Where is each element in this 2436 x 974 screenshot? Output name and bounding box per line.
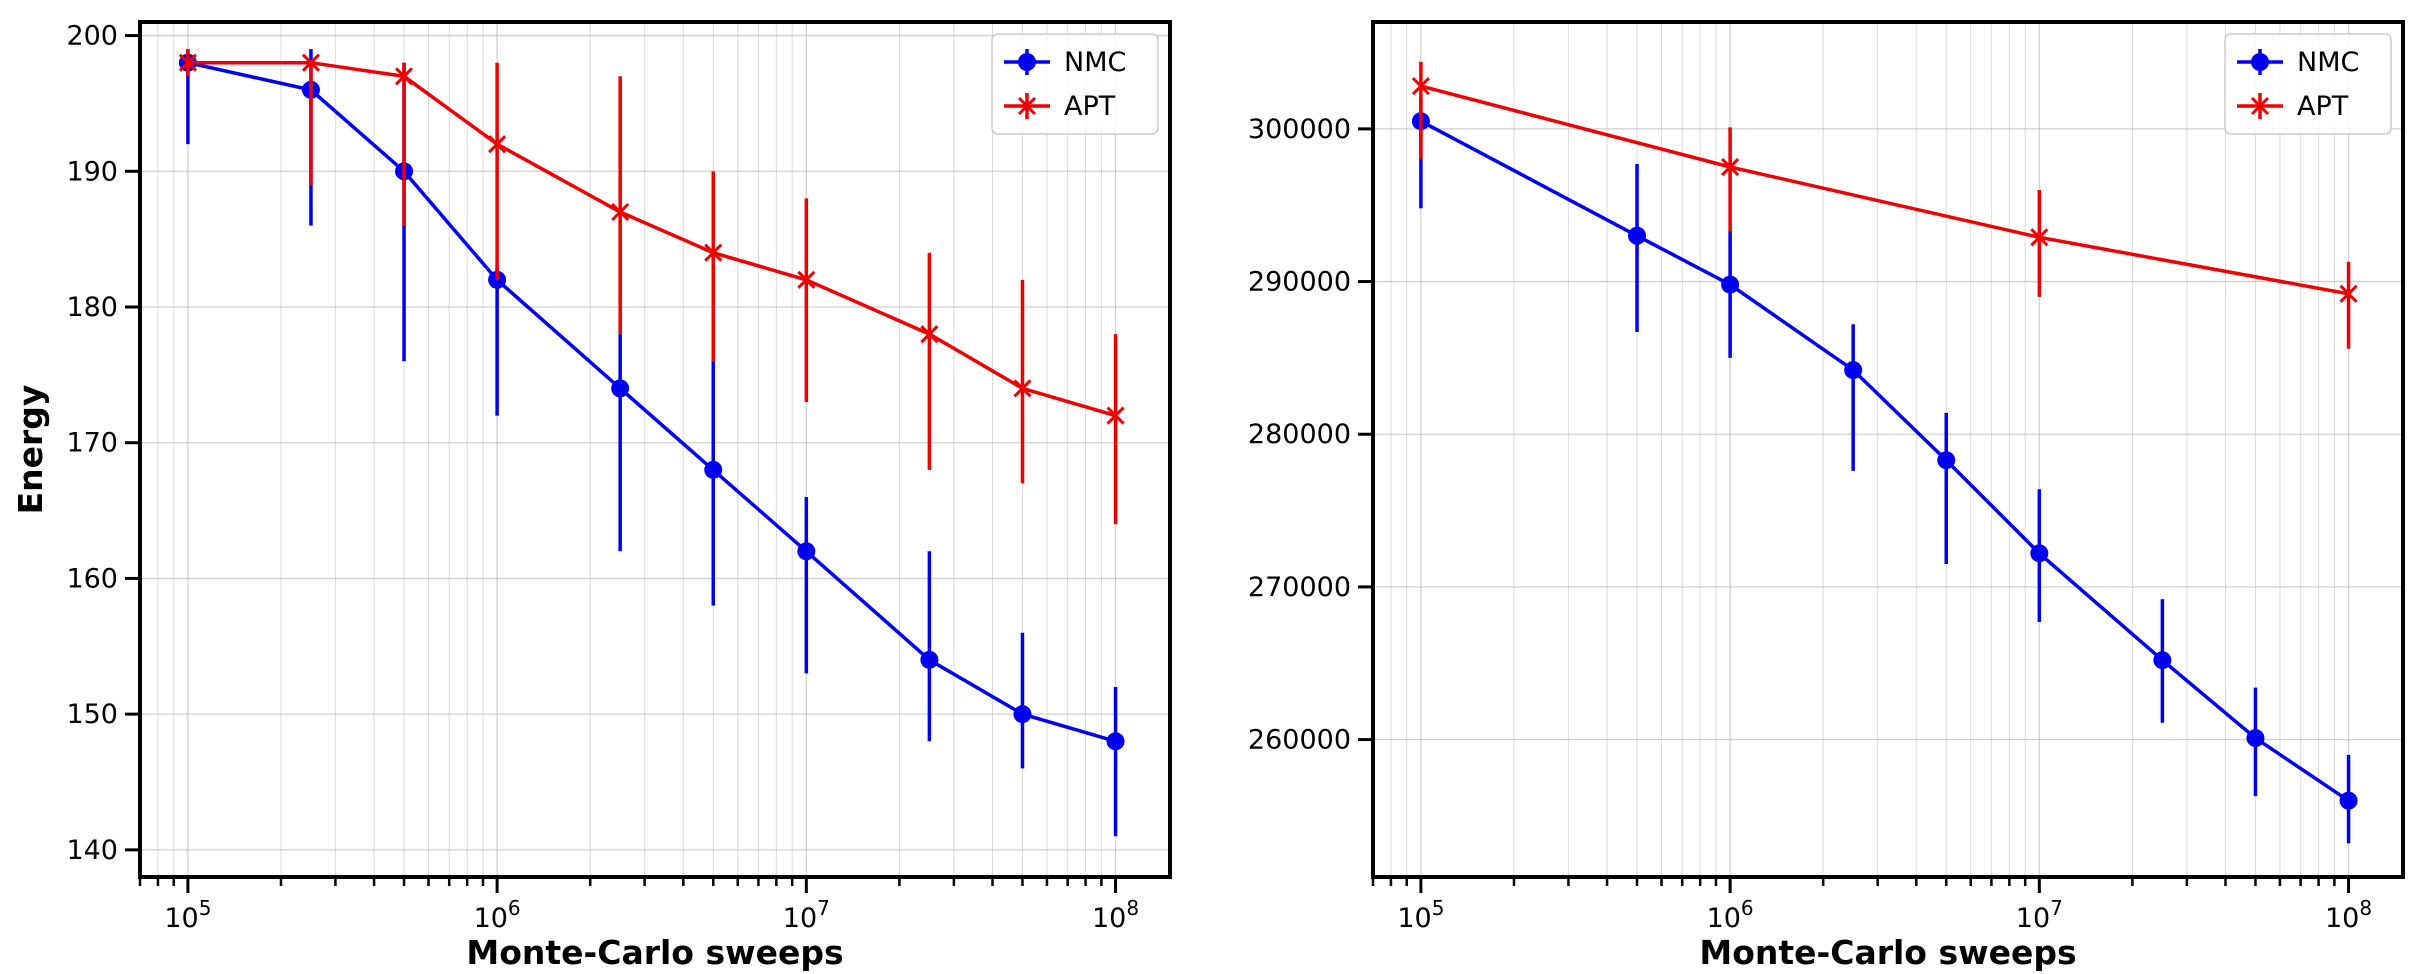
data-point [1013,379,1032,398]
data-point [920,325,939,344]
data-point [1721,275,1740,294]
data-point [704,460,723,479]
x-axis-ticks: 105 106 107 108 [1371,877,2372,934]
data-point [2246,729,2265,748]
axes-frame [1371,20,2405,879]
legend: NMC APT [2224,33,2392,135]
legend-entry-apt: APT [2237,91,2349,122]
data-point [611,379,630,398]
y-tick-label: 190 [66,156,118,187]
grid [139,22,1170,877]
series-apt [1411,61,2358,349]
x-tick-label: 106 [1707,896,1754,934]
x-tick-label: 105 [164,896,211,934]
x-tick-label: 105 [1397,896,1444,934]
legend-label: NMC [2297,47,2359,78]
data-point [704,243,723,262]
data-point [1844,361,1863,380]
y-tick-label: 200 [66,21,118,52]
legend-label: NMC [1064,47,1126,78]
data-point [178,53,197,72]
left-chart-panel: 105 106 107 108140150160170180190200NMCAPT … [11,20,1172,972]
data-point [394,67,414,86]
x-tick-label: 107 [2016,896,2063,934]
x-tick-label: 108 [1092,896,1139,934]
y-tick-label: 170 [66,428,118,459]
right-chart-panel: 105 106 107 108 260000 270000 280000 290000 3000… [1248,20,2405,972]
data-point [2030,544,2049,563]
legend-marker [2250,96,2270,116]
y-tick-label: 140 [66,835,118,866]
grid [1372,22,2403,877]
legend-label: APT [1064,91,1116,122]
x-tick-label: 106 [474,896,521,934]
data-point [611,202,630,222]
data-point [1106,406,1125,425]
y-tick-label: 180 [66,292,118,323]
x-axis-label: Monte-Carlo sweeps [466,933,843,972]
series-line [1420,84,2349,296]
x-axis-label: Monte-Carlo sweeps [1699,933,2076,972]
y-tick-label: 300000 [1248,114,1351,145]
data-point [1013,705,1032,724]
y-axis-label: Energy [11,385,50,515]
data-point [2153,651,2172,670]
data-point [797,270,816,289]
legend-label: APT [2297,91,2349,122]
data-point [797,542,816,561]
plot-content: 105 106 107 108 260000 270000 280000 290000 3000… [1248,20,2405,934]
series-line [187,60,1116,418]
x-tick-label: 108 [2325,896,2372,934]
data-point [2339,791,2358,810]
y-tick-label: 280000 [1248,419,1351,450]
x-axis-ticks: 105 106 107 108 [138,877,1139,934]
data-point [1106,732,1125,751]
series-apt [178,49,1125,525]
y-tick-label: 290000 [1248,267,1351,298]
axes-frame [138,20,1172,879]
data-point [301,53,321,72]
y-tick-label: 160 [66,563,118,594]
series-line [187,60,1116,743]
legend-marker [1018,53,1036,71]
data-point [1628,226,1647,245]
legend-entry-apt: APT [1004,91,1116,122]
series-line [1420,119,2350,803]
y-axis-ticks: 140 150 160 170 180 190 200 [66,21,140,866]
plot-content: 105 106 107 108 140 150 160 170 180 190 200 NMC APT [66,20,1172,934]
x-tick-label: 107 [783,896,830,934]
legend-marker [1017,96,1037,116]
y-tick-label: 150 [66,699,118,730]
y-tick-label: 270000 [1248,572,1351,603]
data-point [1721,157,1740,177]
series-nmc [1411,98,2358,844]
data-point [2030,228,2049,247]
legend-entry-nmc: NMC [2237,47,2359,78]
data-point [920,650,939,669]
y-axis-ticks: 260000 270000 280000 290000 300000 [1248,114,1373,756]
data-point [488,135,507,154]
data-point [1411,77,1430,96]
data-point [2339,284,2358,303]
data-point [1937,451,1956,470]
y-tick-label: 260000 [1248,725,1351,756]
legend-marker [2251,53,2269,71]
legend-entry-nmc: NMC [1004,47,1126,78]
legend: NMC APT [991,33,1159,135]
